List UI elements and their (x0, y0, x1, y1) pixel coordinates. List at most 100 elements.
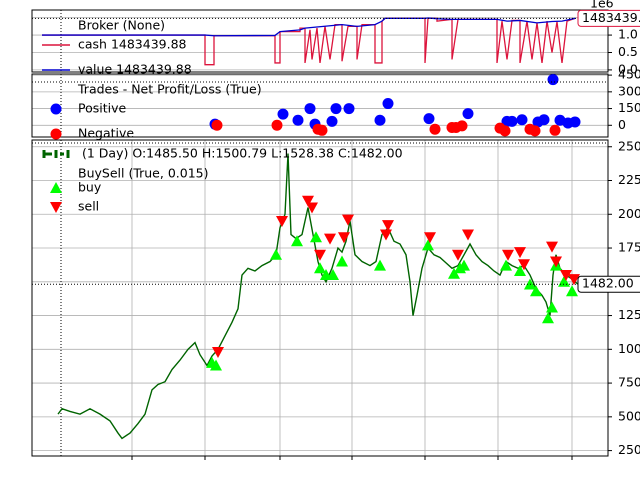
panel-frame (31, 73, 609, 138)
sell-marker (306, 202, 318, 214)
buy-marker (291, 235, 303, 247)
legend-label: Positive (78, 101, 126, 116)
sell-marker (380, 229, 392, 241)
y-tick-label: 150 (618, 100, 640, 115)
buy-marker (514, 264, 526, 276)
buy-marker (458, 259, 470, 271)
sell-marker (502, 249, 514, 261)
y-tick-label: 500 (618, 408, 640, 423)
legend-swatch (50, 202, 62, 213)
buy-marker (422, 239, 434, 251)
sell-marker (462, 229, 474, 241)
sell-marker (514, 247, 526, 259)
buy-marker (558, 275, 570, 287)
trade-point (292, 114, 304, 126)
sell-marker (276, 216, 288, 228)
legend-title: Broker (None) (78, 18, 165, 33)
panel-frame (31, 139, 609, 457)
trade-point (529, 125, 541, 137)
sell-marker (560, 270, 572, 282)
last-value-label: 1483439.88 (582, 10, 640, 25)
legend-swatch (50, 103, 62, 115)
buy-marker (448, 267, 460, 279)
trade-point (271, 119, 283, 131)
y-tick-label: 450 (618, 67, 640, 82)
trade-point (456, 120, 468, 132)
legend-label: buy (78, 180, 102, 195)
trade-point (569, 116, 581, 128)
trade-point (374, 114, 386, 126)
legend-label: cash 1483439.88 (78, 37, 187, 52)
legend-label: sell (78, 199, 99, 214)
y-tick-label: 2250 (618, 172, 640, 187)
legend-title: BuySell (True, 0.015) (78, 166, 208, 181)
line-series (57, 153, 579, 440)
trade-point (462, 108, 474, 120)
y-tick-label: 0.5 (618, 44, 638, 59)
y-tick-label: 1750 (618, 240, 640, 255)
trade-point (506, 115, 518, 127)
y-tick-label: 1.0 (618, 27, 638, 42)
legend-swatch (50, 182, 62, 193)
y-tick-label: 2000 (618, 206, 640, 221)
buy-marker (314, 262, 326, 274)
y-tick-label: 0.0 (618, 61, 638, 76)
trade-point (326, 115, 338, 127)
sell-marker (550, 256, 562, 268)
y-tick-label: 250 (618, 442, 640, 457)
sell-marker (452, 249, 464, 261)
y-tick-label: 300 (618, 83, 640, 98)
legend-label: (1 Day) O:1485.50 H:1500.79 L:1528.38 C:… (82, 146, 403, 161)
sell-marker (338, 232, 350, 244)
trade-point (538, 114, 550, 126)
legend-title: Trades - Net Profit/Loss (True) (77, 82, 262, 97)
trade-point (423, 113, 435, 125)
sell-marker (324, 233, 336, 245)
buy-marker (530, 285, 542, 297)
sell-marker (342, 214, 354, 226)
last-value-label: 1482.00 (582, 276, 634, 291)
last-value-box (577, 275, 640, 293)
trade-point (549, 124, 561, 136)
sell-marker (424, 232, 436, 244)
sell-marker (212, 347, 224, 359)
trade-point (330, 103, 342, 115)
line-series (42, 17, 576, 37)
last-value-box (577, 9, 640, 27)
trade-point (382, 98, 394, 110)
trade-point (211, 119, 223, 131)
sell-marker (302, 195, 314, 207)
trade-point (316, 124, 328, 136)
trade-point (277, 108, 289, 120)
buy-marker (270, 248, 282, 260)
y-tick-label: 2500 (618, 138, 640, 153)
buy-marker (566, 285, 578, 297)
trade-point (516, 114, 528, 126)
trade-point (429, 123, 441, 135)
legend-swatch (42, 150, 70, 158)
y-tick-label: 1000 (618, 341, 640, 356)
line-series (42, 17, 576, 66)
sell-marker (382, 220, 394, 232)
axis-offset-label: 1e6 (590, 0, 614, 11)
sell-marker (314, 249, 326, 261)
trade-point (499, 125, 511, 137)
legend-label: value 1483439.88 (78, 62, 192, 77)
buy-marker (546, 301, 558, 313)
y-tick-label: 1250 (618, 307, 640, 322)
buy-marker (542, 312, 554, 324)
trade-point (547, 74, 559, 86)
y-tick-label: 750 (618, 375, 640, 390)
legend-label: Negative (78, 126, 134, 141)
buy-marker (500, 259, 512, 271)
trade-point (304, 103, 316, 115)
buy-marker (336, 255, 348, 267)
buy-marker (327, 269, 339, 281)
sell-marker (568, 274, 580, 286)
y-tick-label: 0 (618, 117, 626, 132)
buy-marker (374, 259, 386, 271)
sell-marker (546, 241, 558, 253)
buy-marker (310, 231, 322, 243)
legend-swatch (50, 128, 62, 140)
